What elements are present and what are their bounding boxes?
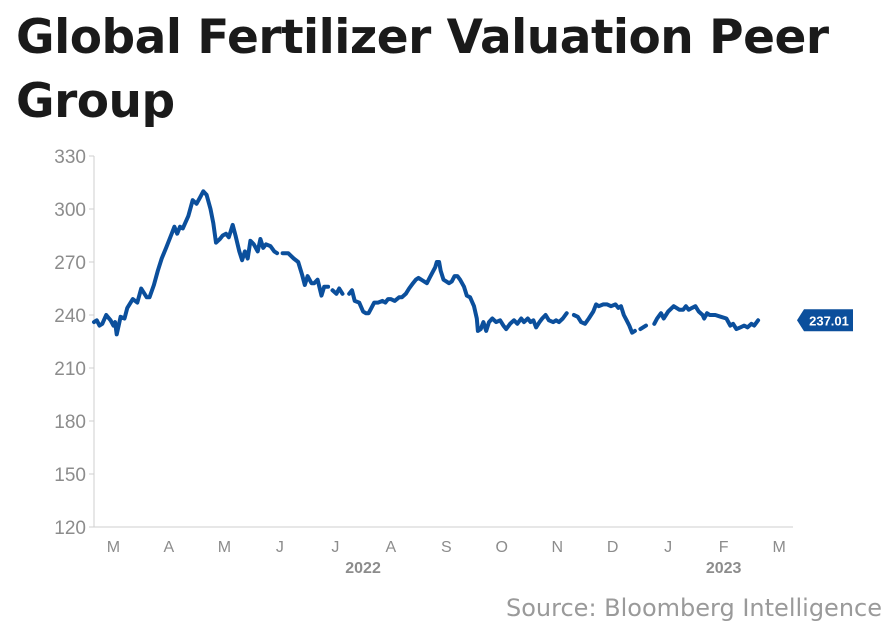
series-line-segment: [571, 302, 637, 335]
series-line-segment: [330, 286, 345, 296]
x-tick-label: O: [496, 539, 508, 556]
x-tick-label: M: [772, 539, 785, 556]
x-tick-label: J: [331, 539, 339, 556]
x-tick-label: A: [385, 539, 396, 556]
x-tick-label: S: [441, 539, 452, 556]
x-tick-label: M: [218, 539, 231, 556]
y-tick-label: 270: [54, 253, 86, 274]
x-tick-label: J: [664, 539, 672, 556]
x-tick-label: M: [107, 539, 120, 556]
year-label: 2023: [706, 560, 742, 577]
last-value-label: 237.01: [809, 313, 849, 328]
y-tick-label: 120: [54, 518, 86, 539]
year-label: 2022: [345, 560, 381, 577]
chart-title: Global Fertilizer Valuation Peer Group: [16, 10, 829, 129]
x-tick-label: D: [607, 539, 619, 556]
x-axis-year-labels: 2022 2023: [345, 560, 741, 577]
series-line-segment: [638, 323, 648, 332]
series-line-segment: [347, 260, 569, 333]
series-line-segment: [92, 189, 280, 337]
x-tick-label: N: [551, 539, 563, 556]
x-tick-label: F: [719, 539, 729, 556]
y-tick-label: 180: [54, 412, 86, 433]
series-group: [92, 189, 761, 337]
last-value-callout: 237.01: [797, 309, 853, 332]
source-note: Source: Bloomberg Intelligence: [506, 594, 882, 622]
series-line-segment: [280, 251, 331, 298]
y-axis-ticks: 120 150 180 210 240 270 300 330: [54, 147, 94, 539]
x-tick-label: J: [276, 539, 284, 556]
y-tick-label: 210: [54, 359, 86, 380]
y-tick-label: 150: [54, 465, 86, 486]
y-tick-label: 240: [54, 306, 86, 327]
y-tick-label: 300: [54, 200, 86, 221]
series-line-segment: [652, 304, 761, 332]
x-tick-label: A: [164, 539, 175, 556]
y-tick-label: 330: [54, 147, 86, 168]
last-value-badge: [797, 309, 853, 332]
